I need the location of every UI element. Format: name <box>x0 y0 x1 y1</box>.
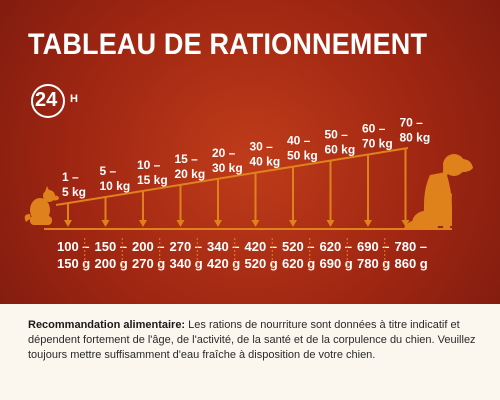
ration-label: 520 –620 g <box>282 239 315 271</box>
weight-label: 70 –80 kg <box>400 115 431 144</box>
arrow-head <box>364 220 372 227</box>
recommendation-area <box>0 304 500 400</box>
column-markers: 1 –5 kg 100 –150 g 5 –10 kg 150 –200 g 10 –1… <box>57 115 430 271</box>
weight-label: 20 –30 kg <box>212 146 243 175</box>
ration-label: 420 –520 g <box>245 239 278 271</box>
weight-label: 60 –70 kg <box>362 121 393 150</box>
ration-label: 620 –690 g <box>320 239 353 271</box>
arrow-head <box>139 220 147 227</box>
ration-label: 100 –150 g <box>57 239 90 271</box>
arrow-head <box>64 220 72 227</box>
weight-label: 50 –60 kg <box>325 128 356 157</box>
weight-label: 15 –20 kg <box>175 152 206 181</box>
weight-label: 5 –10 kg <box>100 164 131 193</box>
weight-label: 10 –15 kg <box>137 158 168 187</box>
small-dog-icon <box>24 186 59 225</box>
ration-chart: 1 –5 kg 100 –150 g 5 –10 kg 150 –200 g 10 –1… <box>24 115 473 271</box>
ration-label: 780 –860 g <box>395 239 428 271</box>
weight-label: 30 –40 kg <box>250 140 281 169</box>
badge-number: 24 <box>35 89 58 111</box>
slope-line <box>55 147 409 206</box>
ration-label: 690 –780 g <box>357 239 390 271</box>
ration-label: 150 –200 g <box>95 239 128 271</box>
note-text: Les rations de nourriture sont données à… <box>28 319 476 361</box>
arrow-head <box>214 220 222 227</box>
large-dog-icon <box>404 154 473 228</box>
ration-label: 270 –340 g <box>170 239 203 271</box>
arrow-head <box>401 220 410 227</box>
weight-label: 40 –50 kg <box>287 134 318 163</box>
note-label: Recommandation alimentaire: <box>28 319 186 331</box>
arrow-head <box>101 220 110 227</box>
page-title: TABLEAU DE RATIONNEMENT <box>28 28 428 61</box>
arrow-head <box>251 220 260 227</box>
ration-label: 340 –420 g <box>207 239 240 271</box>
badge-unit: H <box>70 93 78 105</box>
weight-label: 1 –5 kg <box>62 170 86 199</box>
24h-clock-icon <box>31 84 65 118</box>
recommendation-note: Recommandation alimentaire: Les rations … <box>28 318 476 363</box>
arrow-head <box>176 220 185 227</box>
arrow-head <box>326 220 335 227</box>
ration-label: 200 –270 g <box>132 239 165 271</box>
arrow-head <box>289 220 297 227</box>
